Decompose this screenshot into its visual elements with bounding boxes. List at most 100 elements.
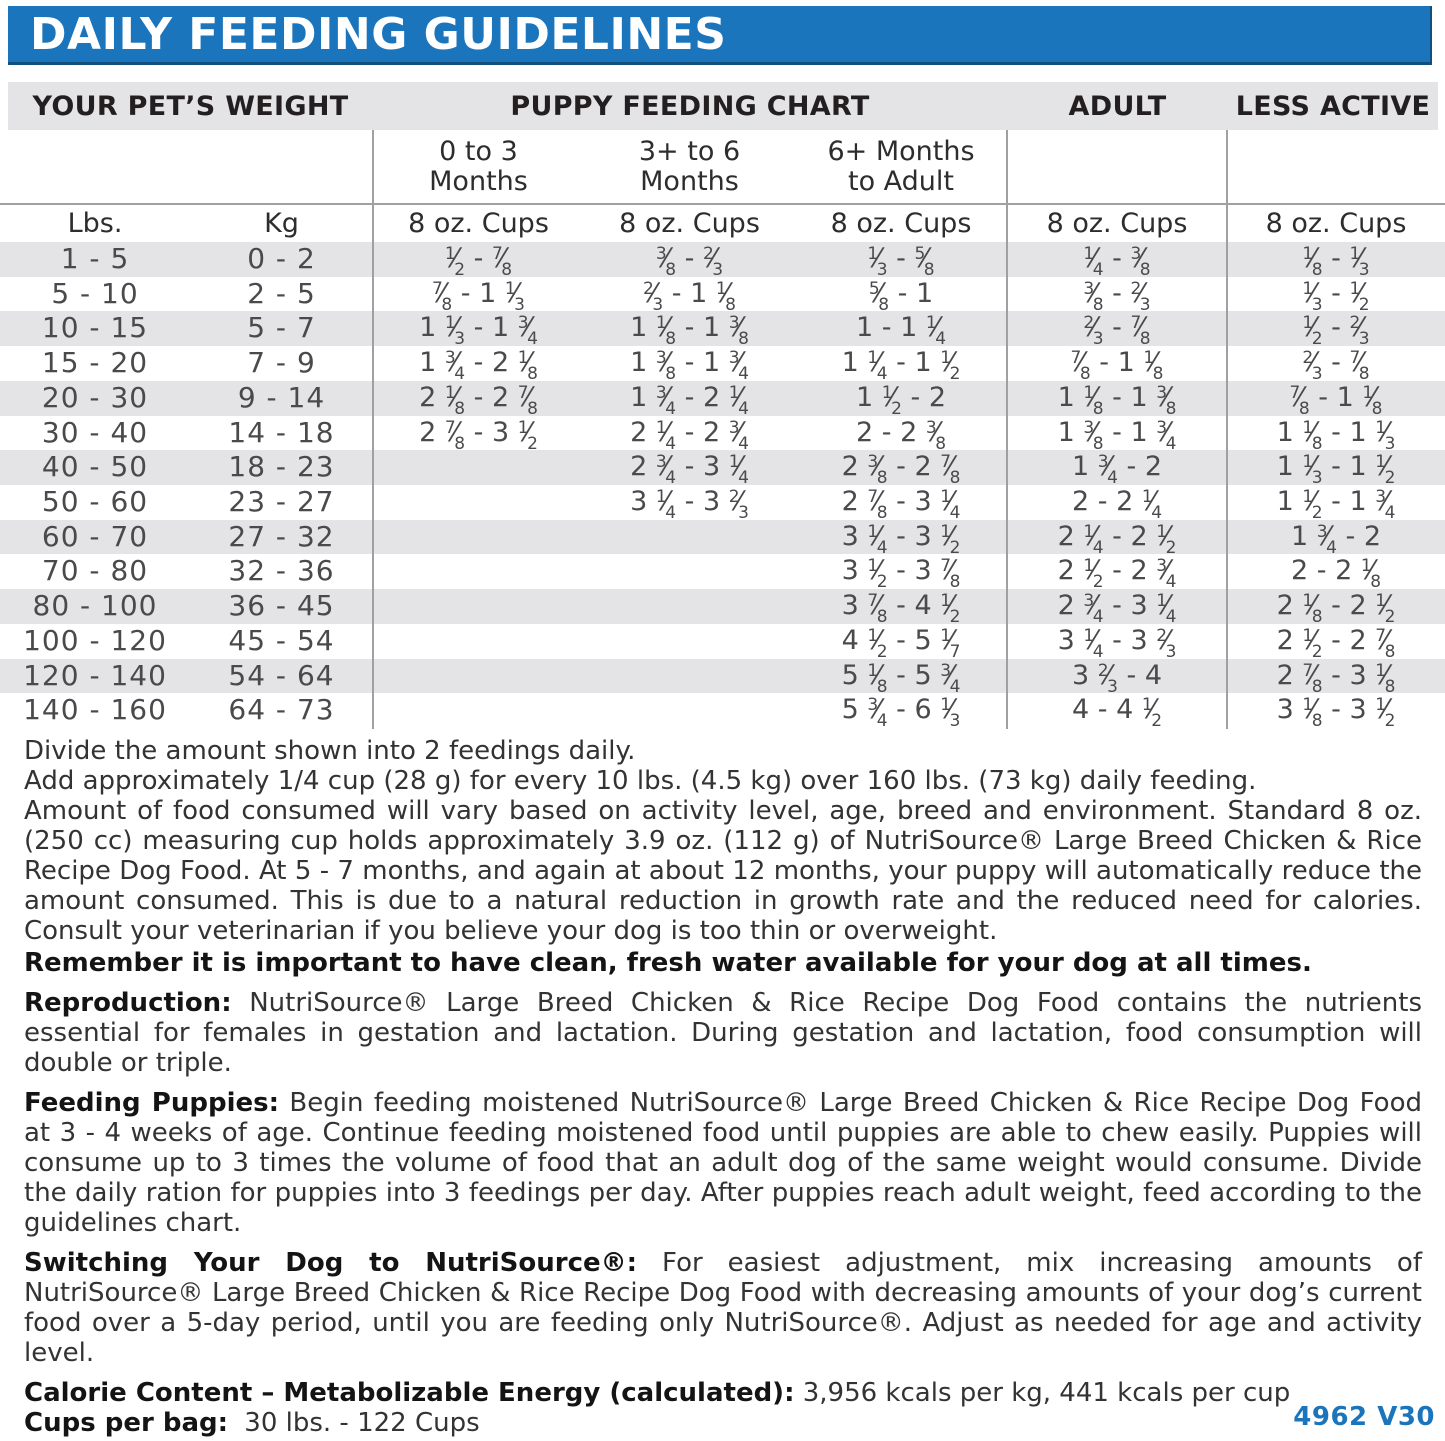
- cups-amount-cell: 5 3⁄4 - 6 1⁄3: [841, 694, 961, 732]
- weight-cell: 7 - 9: [247, 346, 316, 380]
- cups-amount-cell: 3 1⁄4 - 3 2⁄3: [630, 486, 749, 524]
- unit-cups: 8 oz. Cups: [619, 208, 760, 239]
- cups-amount-cell: [584, 554, 795, 589]
- column-divider: [1006, 130, 1008, 729]
- cups-amount-cell: 1 3⁄8 - 1 3⁄4: [630, 347, 749, 385]
- cups-amount-cell: 3 1⁄4 - 3 1⁄2: [841, 520, 961, 558]
- weight-cell: 50 - 60: [41, 485, 149, 519]
- cups-amount-cell: 2 1⁄8 - 2 7⁄8: [419, 381, 538, 419]
- cups-amount-cell: 2 7⁄8 - 3 1⁄2: [419, 416, 538, 454]
- age-column-header-row: 0 to 3 Months 3+ to 6 Months 6+ Months t…: [0, 130, 1445, 203]
- age-column-3-6-months: 3+ to 6 Months: [638, 135, 741, 197]
- weight-cell: 14 - 18: [228, 415, 335, 449]
- table-row: 5 - 10 2 - 5 7⁄8 - 1 1⁄3 2⁄3 - 1 1⁄8 5⁄8 - 1…: [0, 276, 1445, 315]
- cups-amount-cell: 2 - 2 3⁄8: [855, 416, 947, 454]
- cups-amount-cell: 7⁄8 - 1 1⁄8: [1070, 347, 1164, 385]
- doc-code: 4962 V30: [1293, 1402, 1435, 1432]
- group-header-less-active: LESS ACTIVE: [1235, 90, 1431, 122]
- cups-amount-cell: [373, 589, 584, 624]
- cups-amount-cell: 1 1⁄2 - 1 3⁄4: [1276, 486, 1396, 524]
- cups-amount-cell: 1 3⁄4 - 2 1⁄8: [419, 347, 538, 385]
- cups-amount-cell: [373, 450, 584, 485]
- cups-amount-cell: 1⁄3 - 1⁄2: [1302, 277, 1370, 315]
- weight-cell: 36 - 45: [228, 589, 335, 623]
- weight-cell: 30 - 40: [41, 415, 149, 449]
- page-title: DAILY FEEDING GUIDELINES: [30, 8, 727, 60]
- cups-amount-cell: 5 1⁄8 - 5 3⁄4: [841, 659, 961, 697]
- table-row: 100 - 120 45 - 54 4 1⁄2 - 5 1⁄7 3 1⁄4 - 3 2…: [0, 623, 1445, 662]
- weight-cell: 5 - 10: [51, 276, 139, 310]
- cups-amount-cell: 2 - 2 1⁄4: [1071, 486, 1163, 524]
- notes-block: Divide the amount shown into 2 feedings …: [24, 736, 1422, 1438]
- unit-cups: 8 oz. Cups: [1046, 208, 1188, 239]
- cups-amount-cell: 1⁄2 - 7⁄8: [444, 243, 513, 280]
- horizontal-rule: [0, 203, 1445, 205]
- cups-amount-cell: 7⁄8 - 1 1⁄8: [1289, 381, 1383, 419]
- weight-cell: 27 - 32: [228, 519, 335, 553]
- cups-amount-cell: 2 - 2 1⁄8: [1290, 555, 1382, 593]
- table-row: 80 - 100 36 - 45 3 7⁄8 - 4 1⁄2 2 3⁄4 - 3 1⁄…: [0, 589, 1445, 628]
- weight-cell: 23 - 27: [228, 485, 335, 519]
- table-row: 30 - 40 14 - 18 2 7⁄8 - 3 1⁄2 2 1⁄4 - 2 3⁄4…: [0, 415, 1445, 454]
- weight-cell: 32 - 36: [228, 554, 335, 588]
- unit-cups: 8 oz. Cups: [830, 208, 972, 239]
- weight-cell: 20 - 30: [41, 380, 149, 414]
- cups-amount-cell: 3⁄8 - 2⁄3: [655, 243, 724, 280]
- cups-amount-cell: 1⁄8 - 1⁄3: [1302, 243, 1370, 280]
- cups-amount-cell: 3 1⁄4 - 3 2⁄3: [1057, 624, 1177, 662]
- weight-cell: 40 - 50: [41, 450, 149, 484]
- table-row: 15 - 20 7 - 9 1 3⁄4 - 2 1⁄8 1 3⁄8 - 1 3⁄4 1 …: [0, 346, 1445, 385]
- weight-cell: 0 - 2: [247, 242, 316, 275]
- cups-amount-cell: [373, 659, 584, 694]
- cups-amount-cell: 1 1⁄8 - 1 3⁄8: [1057, 381, 1177, 419]
- cups-amount-cell: 1 1⁄8 - 1 1⁄3: [1276, 416, 1396, 454]
- cups-amount-cell: 2 3⁄4 - 3 1⁄4: [1057, 590, 1177, 628]
- cups-amount-cell: 2⁄3 - 7⁄8: [1083, 312, 1151, 350]
- cups-amount-cell: 2 1⁄8 - 2 1⁄2: [1276, 590, 1396, 628]
- feeding-table-body: 1 - 5 0 - 2 1⁄2 - 7⁄8 3⁄8 - 2⁄3 1⁄3 - 5⁄8 1⁄4…: [0, 242, 1445, 732]
- column-divider: [372, 130, 374, 729]
- table-row: 70 - 80 32 - 36 3 1⁄2 - 3 7⁄8 2 1⁄2 - 2 3⁄4…: [0, 554, 1445, 593]
- weight-cell: 140 - 160: [23, 693, 167, 727]
- cups-amount-cell: 2 7⁄8 - 3 1⁄8: [1276, 659, 1396, 697]
- section-reproduction: Reproduction: NutriSource® Large Breed C…: [24, 988, 1423, 1078]
- unit-cups: 8 oz. Cups: [408, 208, 549, 239]
- weight-cell: 1 - 5: [60, 242, 130, 275]
- section-feeding-puppies: Feeding Puppies: Begin feeding moistened…: [24, 1088, 1422, 1238]
- weight-cell: 70 - 80: [41, 554, 149, 588]
- weight-cell: 9 - 14: [237, 380, 326, 414]
- cups-amount-cell: 2 1⁄2 - 2 3⁄4: [1057, 555, 1177, 593]
- weight-cell: 100 - 120: [23, 623, 167, 657]
- cups-amount-cell: [584, 589, 795, 624]
- weight-cell: 10 - 15: [41, 311, 149, 345]
- table-row: 40 - 50 18 - 23 2 3⁄4 - 3 1⁄4 2 3⁄8 - 2 7⁄8…: [0, 450, 1445, 489]
- cups-amount-cell: 1 3⁄4 - 2 1⁄4: [630, 381, 749, 419]
- unit-cups: 8 oz. Cups: [1265, 208, 1407, 239]
- cups-amount-cell: [373, 520, 584, 555]
- cups-amount-cell: 1⁄2 - 2⁄3: [1302, 312, 1370, 350]
- cups-amount-cell: 1 1⁄3 - 1 3⁄4: [419, 312, 538, 350]
- cups-amount-cell: 1 - 1 1⁄4: [855, 312, 947, 350]
- cups-amount-cell: 1 1⁄3 - 1 1⁄2: [1276, 451, 1396, 489]
- cups-amount-cell: 4 1⁄2 - 5 1⁄7: [841, 624, 961, 662]
- table-row: 20 - 30 9 - 14 2 1⁄8 - 2 7⁄8 1 3⁄4 - 2 1⁄4 1…: [0, 380, 1445, 419]
- group-header-weight: YOUR PET’S WEIGHT: [32, 90, 349, 122]
- table-row: 50 - 60 23 - 27 3 1⁄4 - 3 2⁄3 2 7⁄8 - 3 1⁄4…: [0, 485, 1445, 524]
- weight-cell: 5 - 7: [247, 311, 316, 345]
- cups-amount-cell: 4 - 4 1⁄2: [1071, 694, 1163, 732]
- table-group-header-band: YOUR PET’S WEIGHT PUPPY FEEDING CHART AD…: [8, 82, 1438, 130]
- cups-amount-cell: 2 3⁄4 - 3 1⁄4: [630, 451, 749, 489]
- weight-cell: 18 - 23: [228, 450, 335, 484]
- unit-kg: Kg: [264, 208, 299, 239]
- cups-amount-cell: [373, 624, 584, 659]
- cups-amount-cell: 2 3⁄8 - 2 7⁄8: [841, 451, 961, 489]
- section-calorie-content: Calorie Content – Metabolizable Energy (…: [24, 1378, 1291, 1408]
- weight-cell: 15 - 20: [41, 346, 149, 380]
- cups-amount-cell: [584, 659, 795, 694]
- table-row: 60 - 70 27 - 32 3 1⁄4 - 3 1⁄2 2 1⁄4 - 2 1⁄2…: [0, 519, 1445, 558]
- table-row: 1 - 5 0 - 2 1⁄2 - 7⁄8 3⁄8 - 2⁄3 1⁄3 - 5⁄8 1⁄4…: [0, 242, 1445, 280]
- unit-lbs: Lbs.: [67, 208, 123, 239]
- weight-cell: 2 - 5: [247, 276, 316, 310]
- note-line: Add approximately 1/4 cup (28 g) for eve…: [24, 766, 1257, 796]
